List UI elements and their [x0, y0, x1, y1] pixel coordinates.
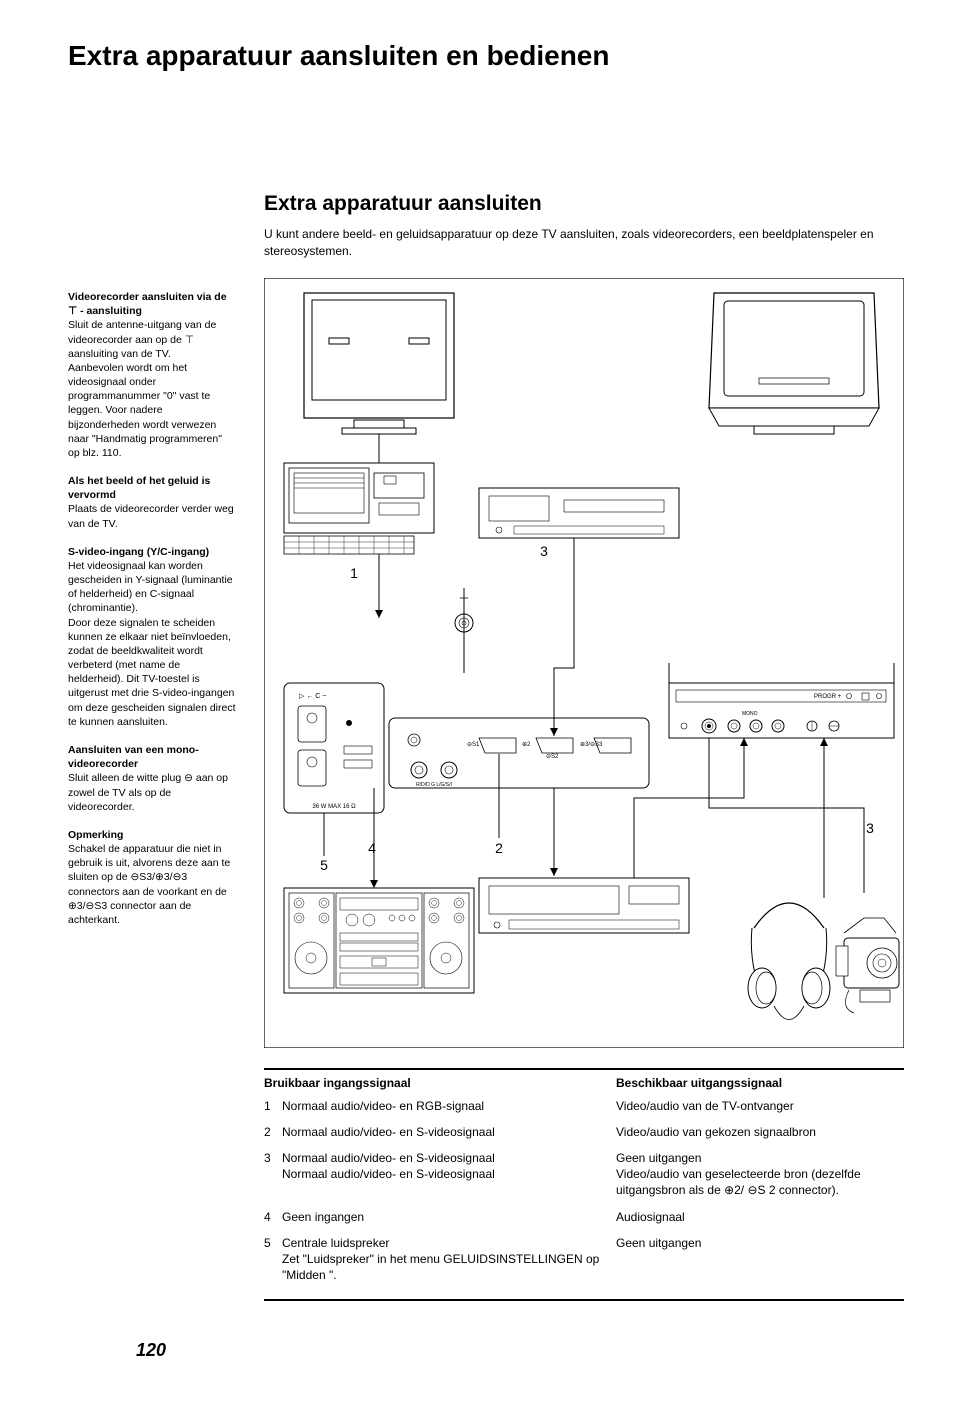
main-column: Extra apparatuur aansluiten U kunt ander…	[264, 192, 904, 1301]
note-title: Aansluiten van een mono-videorecorder	[68, 743, 236, 771]
input-text: Geen ingangen	[282, 1209, 616, 1225]
input-text: Normaal audio/video- en RGB-signaal	[282, 1098, 616, 1114]
page-main-title: Extra apparatuur aansluiten en bedienen	[68, 40, 904, 72]
row-number: 3	[264, 1150, 282, 1199]
laserdisc-icon	[479, 788, 689, 933]
callout-5: 5	[320, 857, 328, 873]
input-text: Centrale luidsprekerZet "Luidspreker" in…	[282, 1235, 616, 1284]
signal-table: Bruikbaar ingangssignaal Beschikbaar uit…	[264, 1068, 904, 1302]
output-text: Video/audio van gekozen signaalbron	[616, 1124, 904, 1140]
row-number: 4	[264, 1209, 282, 1225]
stereo-icon	[284, 814, 474, 993]
note-vcr-antenna: Videorecorder aansluiten via de ⊤ - aans…	[68, 290, 236, 460]
max-power-label: 36 W MAX 16 Ω	[312, 804, 356, 810]
vcr-top-icon: 3	[464, 488, 679, 638]
note-body: Sluit de antenne-uitgang van de videorec…	[68, 318, 236, 460]
output-text: Video/audio van de TV-ontvanger	[616, 1098, 904, 1114]
output-text: Geen uitgangenVideo/audio van geselectee…	[616, 1150, 904, 1199]
back-panel-left: ▷ ← C − 36 W MAX 16 Ω	[284, 683, 384, 813]
svg-text:▷ ← C −: ▷ ← C −	[299, 693, 326, 700]
row-number: 5	[264, 1235, 282, 1284]
callout-3a: 3	[540, 543, 548, 559]
note-svideo: S-video-ingang (Y/C-ingang) Het videosig…	[68, 545, 236, 729]
camcorder-icon	[836, 918, 899, 1013]
callout-4: 4	[368, 840, 376, 856]
progr-label: PROGR +	[814, 694, 842, 700]
output-signal-header: Beschikbaar uitgangssignaal	[616, 1076, 904, 1090]
output-text: Audiosignaal	[616, 1209, 904, 1225]
callout-1: 1	[350, 565, 358, 581]
callout-2: 2	[495, 840, 503, 856]
connection-diagram: 1 3	[264, 278, 904, 1048]
signal-row: 5 Centrale luidsprekerZet "Luidspreker" …	[264, 1235, 904, 1284]
note-body: Plaats de videorecorder verder weg van d…	[68, 502, 236, 530]
svg-text:⊖S1: ⊖S1	[467, 742, 480, 748]
note-title: Videorecorder aansluiten via de ⊤ - aans…	[68, 290, 236, 318]
headphones-icon	[748, 903, 830, 1020]
output-text: Geen uitgangen	[616, 1235, 904, 1284]
note-title: Opmerking	[68, 828, 236, 842]
computer-icon: 1	[284, 463, 434, 618]
front-panel-icon: PROGR + MONO	[669, 663, 894, 836]
signal-row: 2 Normaal audio/video- en S-videosignaal…	[264, 1124, 904, 1140]
tv-icon	[709, 293, 879, 434]
sidebar-notes: Videorecorder aansluiten via de ⊤ - aans…	[68, 192, 236, 1301]
input-signal-header: Bruikbaar ingangssignaal	[264, 1076, 616, 1090]
row-number: 1	[264, 1098, 282, 1114]
callout-3b: 3	[866, 820, 874, 836]
row-number: 2	[264, 1124, 282, 1140]
input-text: Normaal audio/video- en S-videosignaal	[282, 1124, 616, 1140]
note-body: Schakel de apparatuur die niet in gebrui…	[68, 842, 236, 927]
section-subtitle: Extra apparatuur aansluiten	[264, 192, 904, 216]
note-mono-vcr: Aansluiten van een mono-videorecorder Sl…	[68, 743, 236, 814]
svg-text:⊤: ⊤	[459, 595, 469, 609]
rgb-label: R/D/D G L/G/S/I	[416, 782, 452, 788]
note-body: Sluit alleen de witte plug ⊖ aan op zowe…	[68, 771, 236, 814]
content-columns: Videorecorder aansluiten via de ⊤ - aans…	[68, 192, 904, 1301]
signal-row: 1 Normaal audio/video- en RGB-signaal Vi…	[264, 1098, 904, 1114]
svg-text:⊖S2: ⊖S2	[546, 754, 559, 760]
note-remark: Opmerking Schakel de apparatuur die niet…	[68, 828, 236, 927]
svg-text:⊕3/⊖S3: ⊕3/⊖S3	[580, 742, 603, 748]
signal-row: 3 Normaal audio/video- en S-videosignaal…	[264, 1150, 904, 1199]
svg-text:⊕2: ⊕2	[522, 742, 531, 748]
note-title: Als het beeld of het geluid is vervormd	[68, 474, 236, 502]
note-body: Het videosignaal kan worden gescheiden i…	[68, 559, 236, 729]
mono-label: MONO	[742, 711, 758, 717]
intro-paragraph: U kunt andere beeld- en geluidsapparatuu…	[264, 226, 904, 260]
signal-row: 4 Geen ingangen Audiosignaal	[264, 1209, 904, 1225]
note-title: S-video-ingang (Y/C-ingang)	[68, 545, 236, 559]
note-distortion: Als het beeld of het geluid is vervormd …	[68, 474, 236, 531]
input-text: Normaal audio/video- en S-videosignaalNo…	[282, 1150, 616, 1199]
monitor-icon	[304, 293, 454, 463]
